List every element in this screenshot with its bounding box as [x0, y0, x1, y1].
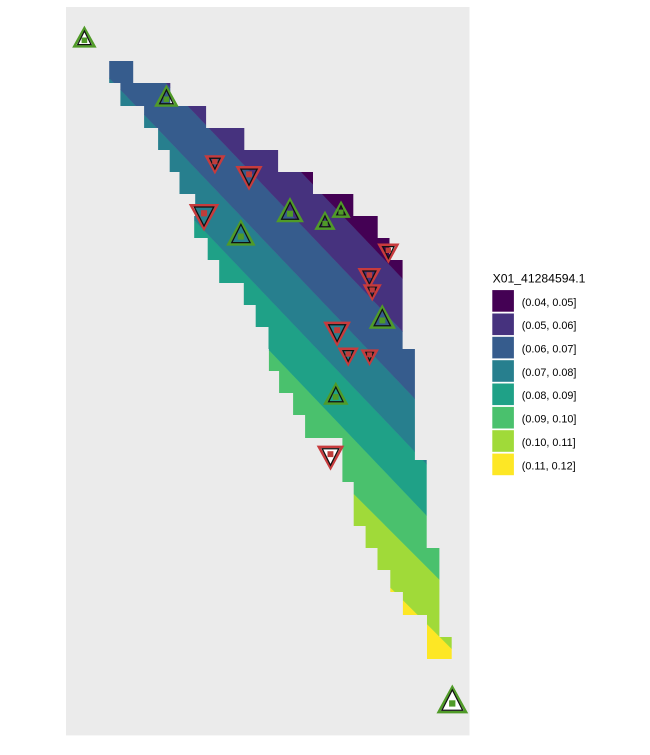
- svg-text:(0.08, 0.09]: (0.08, 0.09]: [522, 390, 577, 402]
- svg-text:(0.09, 0.10]: (0.09, 0.10]: [522, 414, 577, 426]
- svg-text:(0.05, 0.06]: (0.05, 0.06]: [522, 320, 577, 332]
- svg-text:(0.10, 0.11]: (0.10, 0.11]: [522, 437, 576, 449]
- svg-text:X01_41284594.1: X01_41284594.1: [493, 271, 586, 285]
- svg-text:(0.07, 0.08]: (0.07, 0.08]: [522, 367, 577, 379]
- svg-text:(0.06, 0.07]: (0.06, 0.07]: [522, 344, 577, 356]
- svg-text:(0.11, 0.12]: (0.11, 0.12]: [522, 460, 576, 472]
- svg-text:(0.04, 0.05]: (0.04, 0.05]: [522, 297, 577, 309]
